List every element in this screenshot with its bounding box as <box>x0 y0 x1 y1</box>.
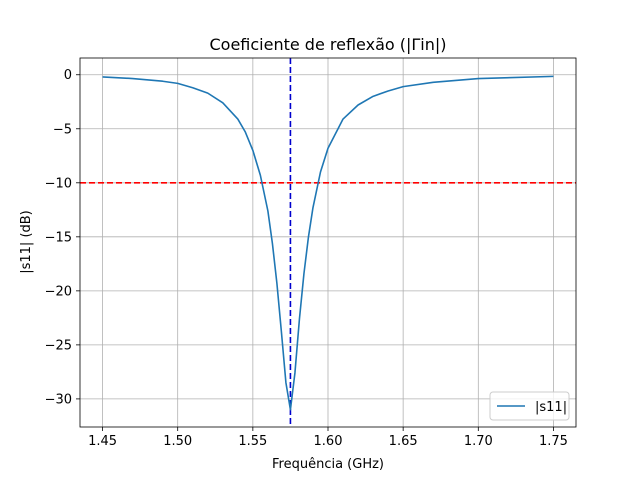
y-axis-ticks: 0 −5 −10 −15 −20 −25 −30 <box>45 68 80 407</box>
legend-box <box>489 391 570 421</box>
x-axis-ticks: 1.45 1.50 1.55 1.60 1.65 1.70 1.75 <box>88 427 568 449</box>
chart-title: Coeficiente de reflexão (|Γin|) <box>209 35 446 54</box>
x-axis-label: Frequência (GHz) <box>272 457 384 472</box>
x-tick-label: 1.70 <box>464 434 493 449</box>
y-tick-label: −25 <box>45 338 72 353</box>
y-tick-label: 0 <box>64 68 72 83</box>
x-tick-label: 1.65 <box>389 434 418 449</box>
x-tick-label: 1.50 <box>163 434 192 449</box>
y-tick-label: −5 <box>53 122 72 137</box>
grid <box>80 58 576 427</box>
y-tick-label: −10 <box>45 176 72 191</box>
legend: |s11| <box>489 391 570 421</box>
x-tick-label: 1.45 <box>88 434 117 449</box>
x-tick-label: 1.60 <box>314 434 343 449</box>
series-layer <box>102 75 554 411</box>
reference-lines <box>80 58 576 427</box>
y-tick-label: −20 <box>45 284 72 299</box>
y-tick-label: −15 <box>45 230 72 245</box>
series-line <box>102 75 554 411</box>
legend-label: |s11| <box>535 400 567 415</box>
x-tick-label: 1.75 <box>539 434 568 449</box>
y-axis-label: |s11| (dB) <box>19 210 34 274</box>
y-tick-label: −30 <box>45 392 72 407</box>
x-tick-label: 1.55 <box>238 434 267 449</box>
